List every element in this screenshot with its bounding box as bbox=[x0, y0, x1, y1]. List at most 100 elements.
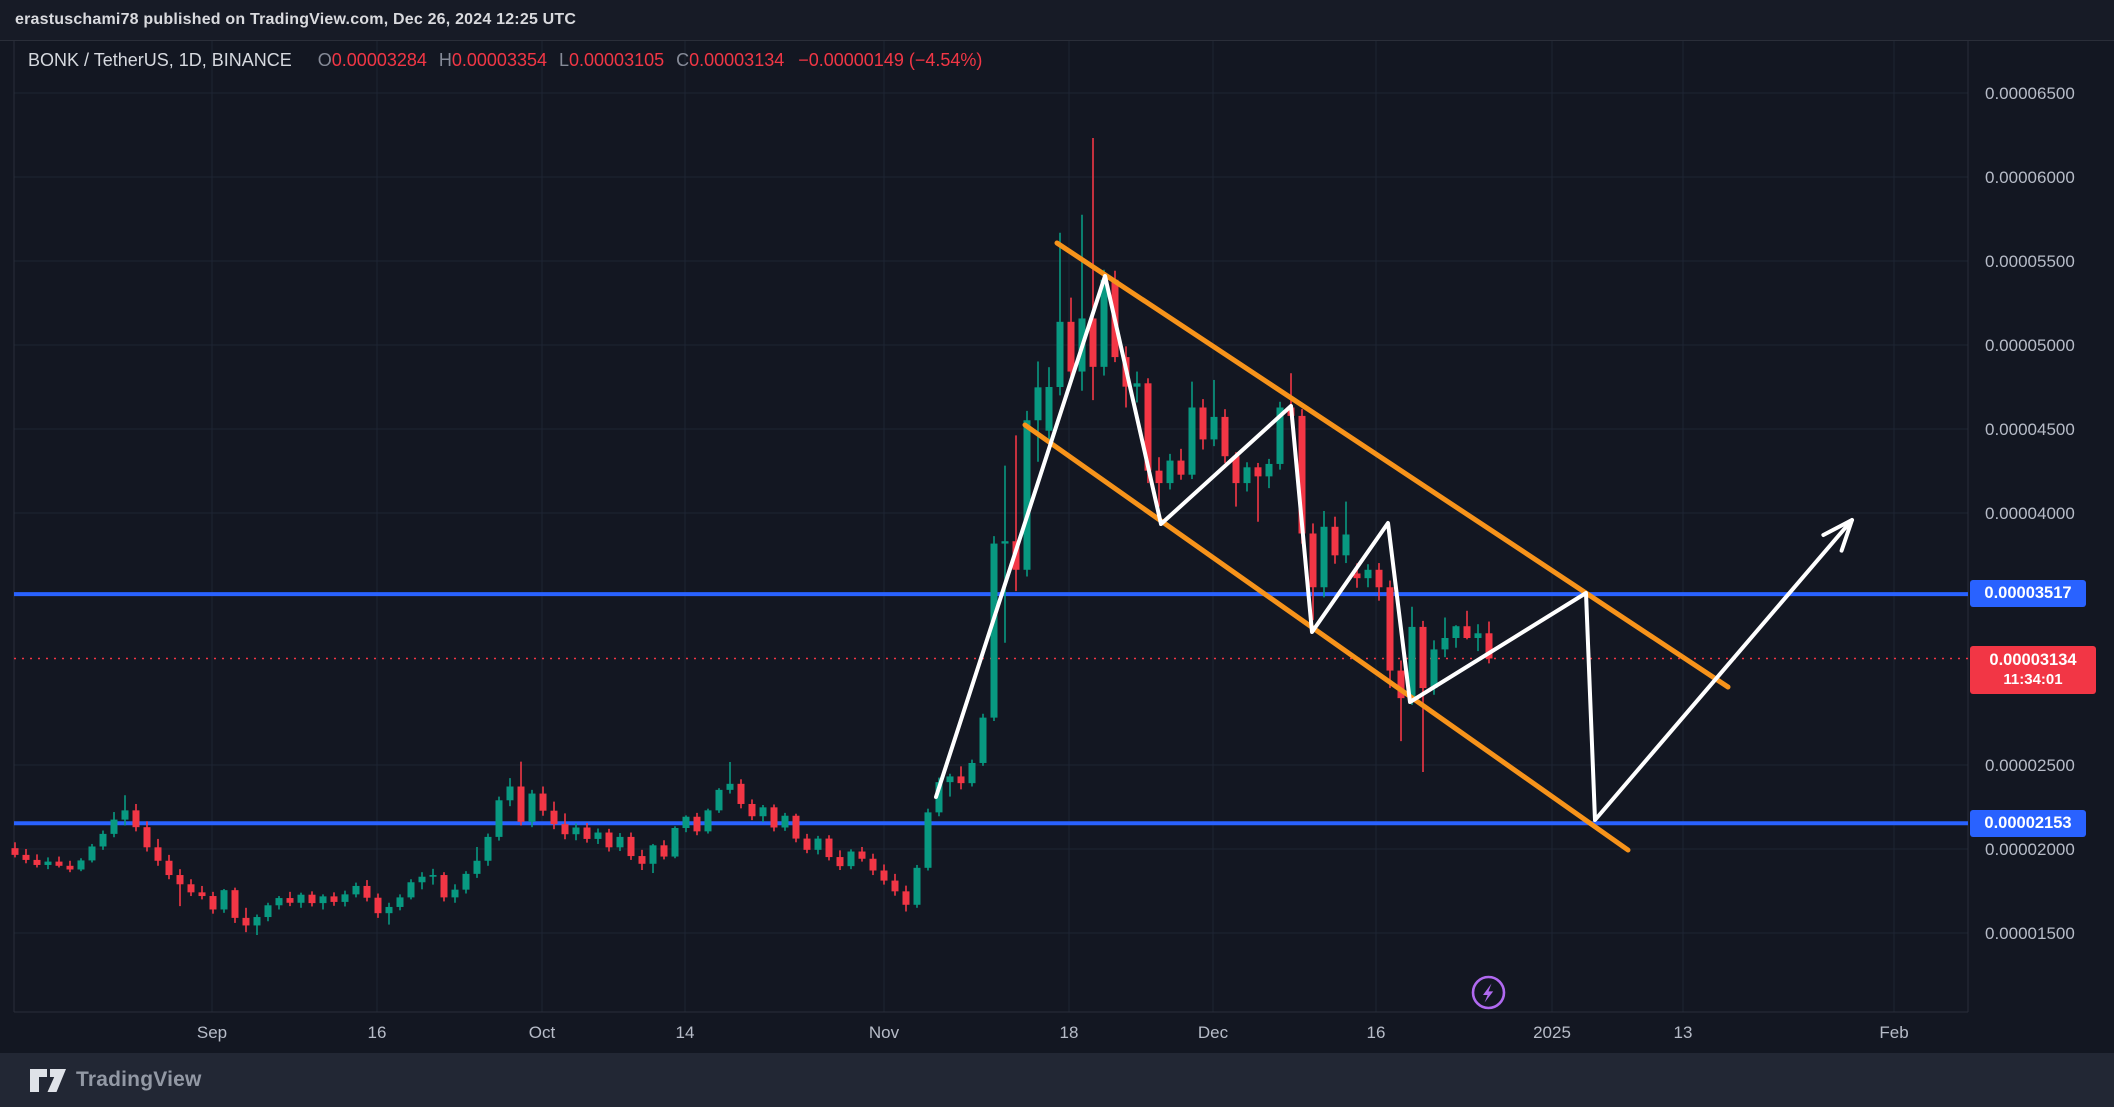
candle-body bbox=[1232, 456, 1240, 484]
candle-body bbox=[880, 870, 888, 881]
snapshot-header: erastuschami78 published on TradingView.… bbox=[0, 0, 2114, 41]
candle-body bbox=[495, 800, 503, 837]
candle-body bbox=[1221, 416, 1229, 457]
chart-legend: BONK / TetherUS, 1D, BINANCE O 0.0000328… bbox=[28, 50, 982, 71]
legend-close-value: 0.00003134 bbox=[689, 50, 785, 70]
candle-body bbox=[649, 845, 657, 864]
candle-body bbox=[704, 810, 712, 832]
candle-body bbox=[418, 876, 426, 883]
time-axis-label: Oct bbox=[528, 1023, 556, 1042]
candle-body bbox=[1243, 467, 1251, 484]
price-axis-label: 0.00002000 bbox=[1985, 840, 2075, 859]
grid-lines bbox=[14, 40, 1968, 1012]
price-axis-label: 0.00004000 bbox=[1985, 504, 2075, 523]
price-badge-support: 0.00002153 bbox=[1970, 810, 2086, 837]
candle-body bbox=[715, 789, 723, 811]
candle-body bbox=[1430, 649, 1438, 689]
candle-body bbox=[616, 836, 624, 848]
candle-body bbox=[154, 847, 162, 861]
candle-body bbox=[429, 875, 437, 877]
price-badge-resistance: 0.00003517 bbox=[1970, 580, 2086, 607]
candle-body bbox=[363, 885, 371, 898]
price-axis-label: 0.00005500 bbox=[1985, 252, 2075, 271]
candle-body bbox=[319, 896, 327, 904]
candle-body bbox=[286, 898, 294, 903]
candle-body bbox=[781, 815, 789, 828]
last-price-value: 0.00003134 bbox=[1989, 651, 2077, 670]
price-axis-label: 0.00005000 bbox=[1985, 336, 2075, 355]
price-axis-label: 0.00002500 bbox=[1985, 756, 2075, 775]
candle-body bbox=[638, 856, 646, 864]
price-axis-label: 0.00001500 bbox=[1985, 924, 2075, 943]
candle-body bbox=[847, 851, 855, 867]
candle-body bbox=[935, 782, 943, 813]
candle-body bbox=[748, 803, 756, 817]
legend-change: −0.00000149 (−4.54%) bbox=[798, 50, 983, 70]
candle-body bbox=[132, 810, 140, 828]
legend-low-value: 0.00003105 bbox=[569, 50, 665, 70]
candle-body bbox=[374, 897, 382, 914]
candle-body bbox=[1001, 541, 1009, 544]
candle-body bbox=[1034, 387, 1042, 421]
projection-arrowhead bbox=[1821, 518, 1854, 553]
snapshot-footer: TradingView bbox=[0, 1053, 2114, 1107]
candle-body bbox=[957, 776, 965, 784]
channel-trendline bbox=[1022, 422, 1631, 853]
candle-body bbox=[594, 832, 602, 839]
legend-close-label: C bbox=[676, 50, 690, 70]
candle-body bbox=[561, 824, 569, 835]
tradingview-brand-link[interactable]: TradingView bbox=[76, 1068, 202, 1091]
candle-body bbox=[891, 880, 899, 892]
candle-body bbox=[1023, 420, 1031, 570]
candle-body bbox=[209, 896, 217, 910]
candle-body bbox=[1100, 279, 1108, 367]
snapshot-title: erastuschami78 published on TradingView.… bbox=[15, 11, 577, 28]
event-lightning-icon[interactable] bbox=[1470, 974, 1507, 1011]
legend-high-value: 0.00003354 bbox=[451, 50, 547, 70]
candle-body bbox=[605, 832, 613, 848]
candle-body bbox=[1045, 387, 1053, 431]
candle-body bbox=[407, 882, 415, 898]
price-badge-resistance-value: 0.00003517 bbox=[1984, 584, 2072, 603]
price-badge-last-price: 0.00003134 11:34:01 bbox=[1970, 646, 2096, 694]
candle-body bbox=[1133, 383, 1141, 387]
time-axis-label: Dec bbox=[1197, 1023, 1229, 1042]
candle-body bbox=[77, 860, 85, 870]
candle-body bbox=[979, 717, 987, 763]
tradingview-logo-icon[interactable] bbox=[30, 1068, 66, 1092]
candle-body bbox=[1210, 416, 1218, 440]
candle-body bbox=[484, 836, 492, 861]
time-axis[interactable]: Sep 16 Oct 14 Nov 18 Dec 16 2025 13 Feb bbox=[0, 1013, 1968, 1053]
candle-body bbox=[1397, 670, 1405, 699]
candle-body bbox=[1089, 318, 1097, 367]
trend-channel bbox=[1022, 240, 1731, 853]
candle-body bbox=[814, 838, 822, 850]
time-axis-label: 14 bbox=[675, 1023, 695, 1042]
candle-body bbox=[946, 776, 954, 783]
candle-body bbox=[440, 875, 448, 898]
candle-body bbox=[968, 762, 976, 784]
time-axis-label: Feb bbox=[1879, 1023, 1909, 1042]
candle-body bbox=[473, 860, 481, 874]
candle-body bbox=[770, 807, 778, 828]
candle-body bbox=[737, 783, 745, 804]
candle-body bbox=[803, 838, 811, 850]
channel-trendline bbox=[1054, 240, 1731, 690]
candle-body bbox=[913, 867, 921, 905]
time-axis-label: Sep bbox=[196, 1023, 228, 1042]
candle-body bbox=[110, 819, 118, 834]
candle-body bbox=[506, 786, 514, 801]
candle-body bbox=[759, 807, 767, 817]
price-axis[interactable]: 0.00006500 0.00006000 0.00005500 0.00005000… bbox=[1968, 40, 2114, 1013]
candle-body bbox=[671, 828, 679, 857]
candle-body bbox=[220, 890, 228, 910]
candle-body bbox=[11, 848, 19, 855]
candle-body bbox=[1254, 467, 1262, 477]
bar-countdown: 11:34:01 bbox=[2003, 670, 2063, 688]
candle-body bbox=[22, 854, 30, 860]
candle-body bbox=[1419, 626, 1427, 689]
candle-body bbox=[1144, 383, 1152, 471]
candle-body bbox=[1276, 407, 1284, 464]
